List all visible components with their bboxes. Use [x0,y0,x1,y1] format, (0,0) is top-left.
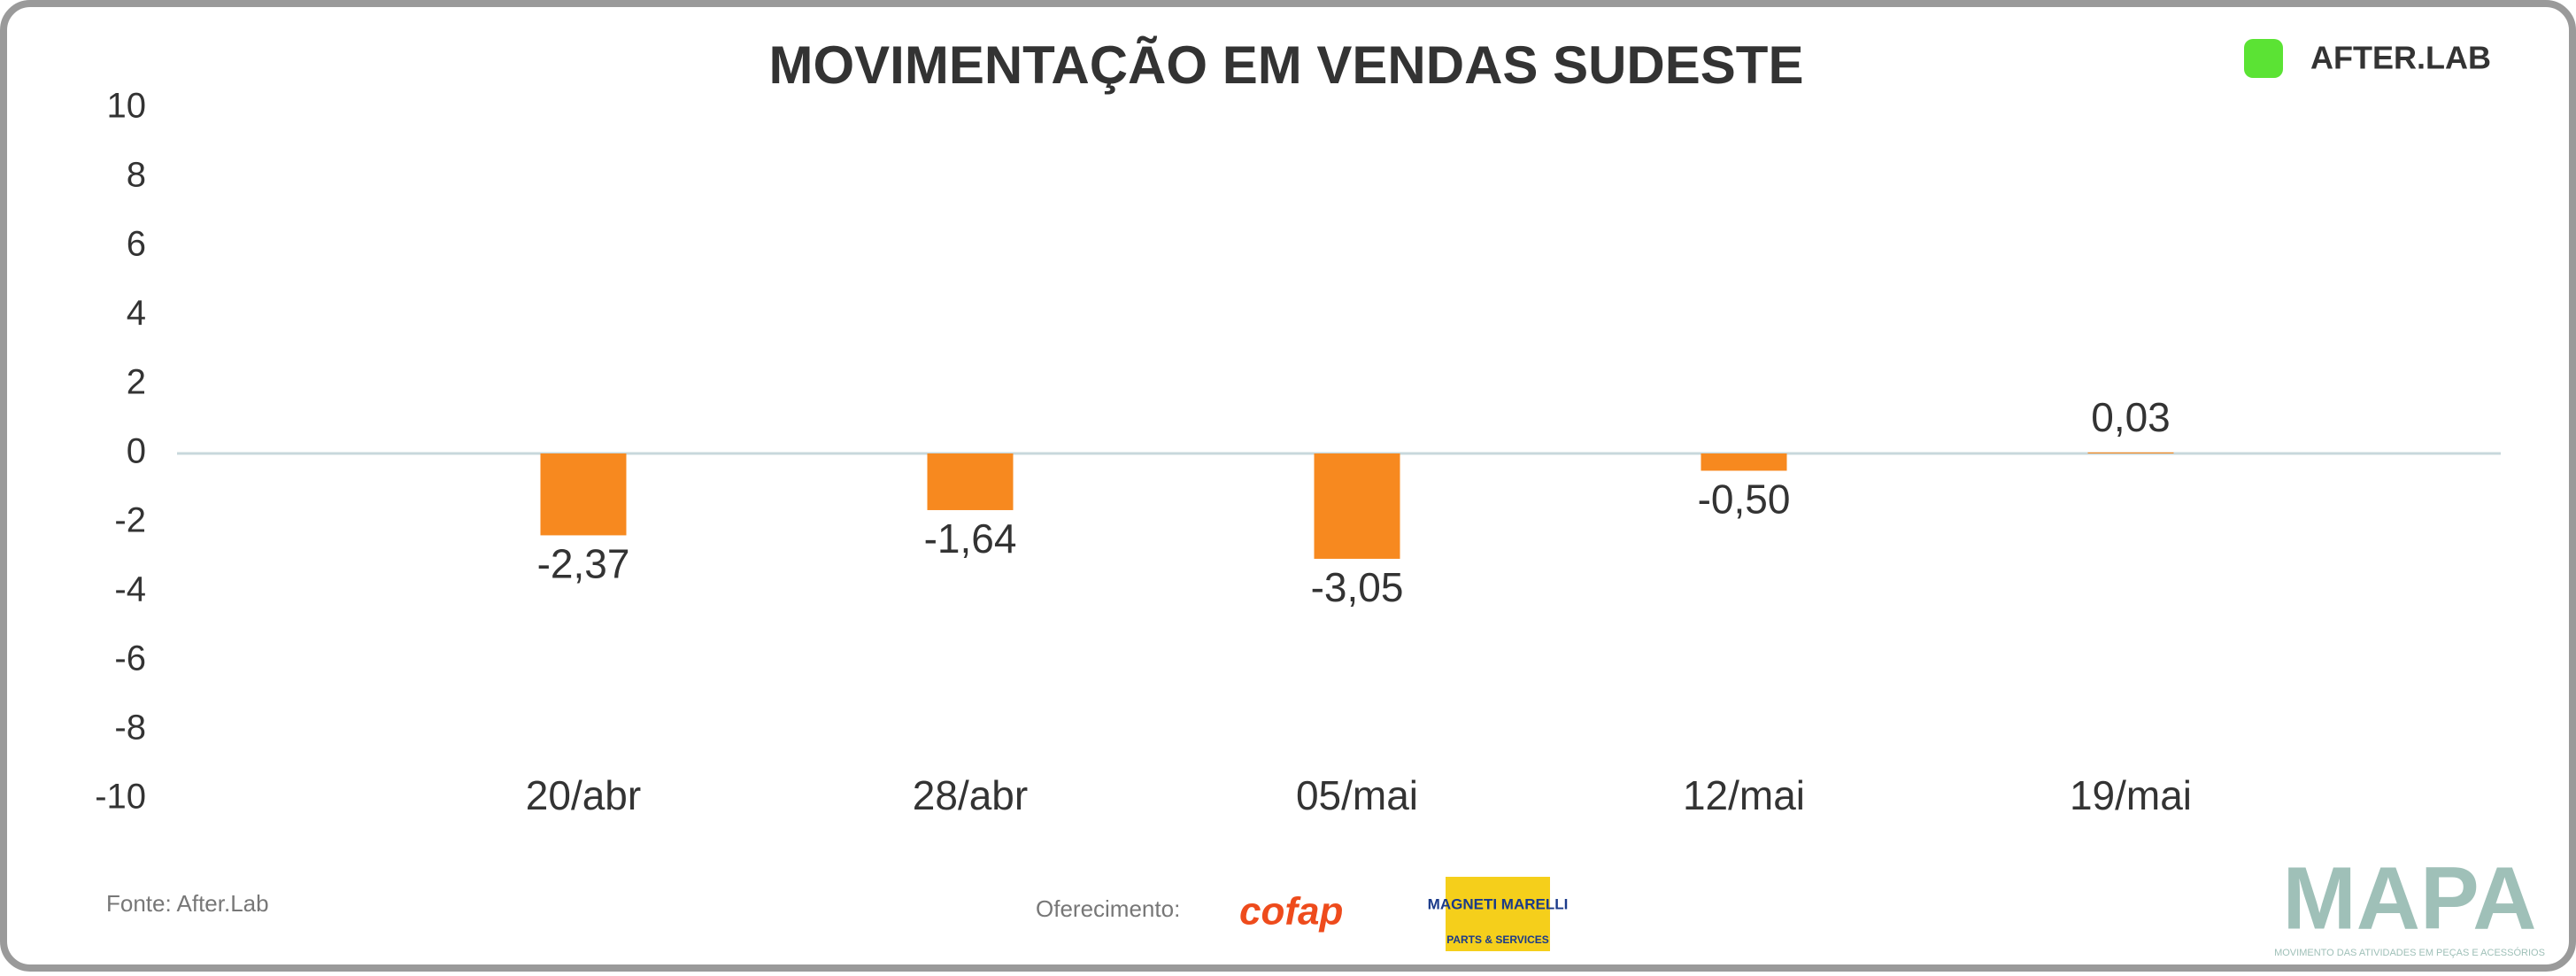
brand-sub: MOVIMENTO DAS ATIVIDADES EM PEÇAS E ACES… [2274,947,2545,958]
sponsor-sub: PARTS & SERVICES [1446,933,1549,946]
sponsor-logo: cofap [1239,890,1343,933]
y-tick-label: 0 [127,432,146,471]
x-tick-label: 19/mai [2070,772,2192,818]
y-tick-label: -6 [114,639,146,678]
chart-title: MOVIMENTAÇÃO EM VENDAS SUDESTE [769,35,1804,95]
y-tick-label: 4 [127,294,146,333]
y-tick-label: 2 [127,363,146,402]
logo: AFTER.LAB [2310,40,2491,76]
y-tick-label: -8 [114,709,146,747]
brand: MAPA [2282,848,2536,948]
bar [927,453,1014,510]
value-label: 0,03 [2091,394,2171,440]
y-tick-label: -2 [114,501,146,540]
logo-icon [2244,39,2283,78]
y-tick-label: 10 [107,87,147,126]
value-label: -0,50 [1698,476,1791,523]
y-tick-label: 8 [127,156,146,195]
sponsor-label: Oferecimento: [1036,895,1180,922]
bar [1701,453,1787,471]
bar [1314,453,1400,559]
x-tick-label: 12/mai [1683,772,1805,818]
value-label: -1,64 [924,515,1017,562]
sponsor-box [1446,877,1550,951]
x-tick-label: 20/abr [526,772,641,818]
sponsor-logo: MAGNETI MARELLI [1428,895,1569,912]
x-tick-label: 05/mai [1296,772,1418,818]
value-label: -3,05 [1311,564,1404,610]
y-tick-label: -4 [114,570,146,609]
y-tick-label: -10 [95,778,146,817]
y-tick-label: 6 [127,225,146,264]
bar [540,453,627,536]
x-tick-label: 28/abr [913,772,1028,818]
source: Fonte: After.Lab [106,890,269,917]
value-label: -2,37 [537,541,630,587]
